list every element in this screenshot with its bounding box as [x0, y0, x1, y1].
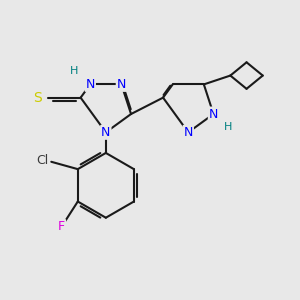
Text: N: N: [85, 78, 95, 91]
Text: N: N: [117, 78, 126, 91]
Text: N: N: [209, 107, 218, 121]
Text: Cl: Cl: [36, 154, 49, 167]
Text: H: H: [70, 66, 78, 76]
Text: H: H: [224, 122, 232, 132]
Text: F: F: [58, 220, 65, 233]
Text: N: N: [101, 126, 110, 139]
Text: N: N: [184, 126, 193, 139]
Text: S: S: [34, 91, 42, 105]
